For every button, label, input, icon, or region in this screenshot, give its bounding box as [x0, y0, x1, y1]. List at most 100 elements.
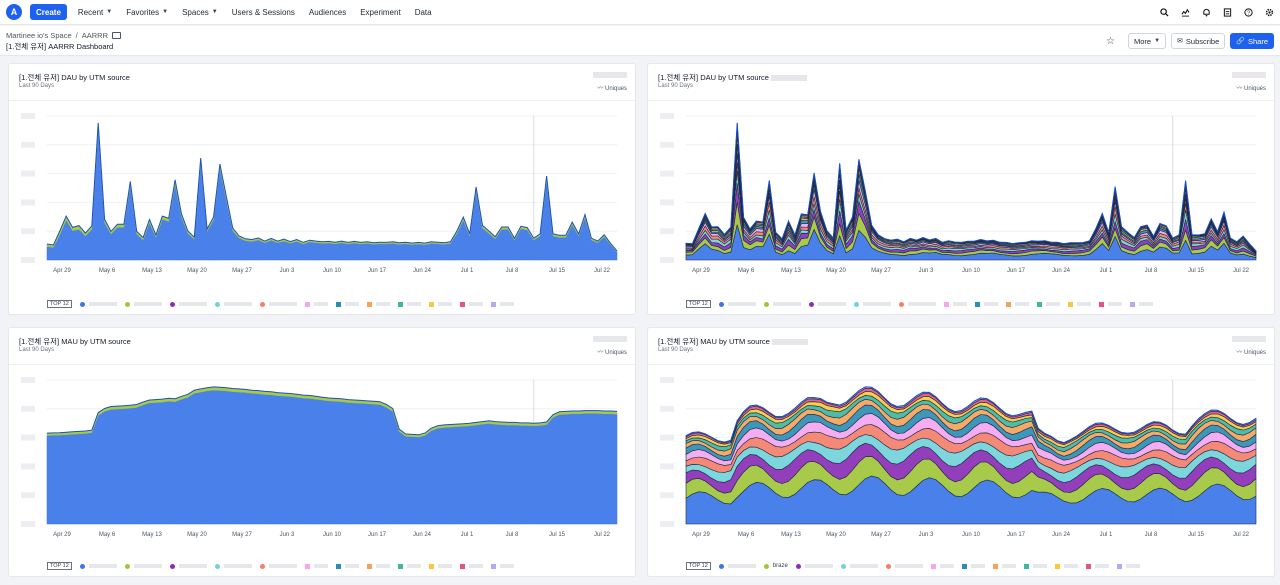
- top12-badge[interactable]: TOP 12: [686, 562, 711, 570]
- legend-item[interactable]: [366, 563, 390, 569]
- area-series-1[interactable]: [46, 128, 618, 261]
- legend-item[interactable]: [428, 301, 452, 307]
- chevron-down-icon: ▼: [1154, 38, 1161, 44]
- chart-title[interactable]: [1.전체 유저] MAU by UTM source: [658, 336, 808, 347]
- top12-badge[interactable]: TOP 12: [686, 300, 711, 308]
- legend-item[interactable]: [459, 563, 483, 569]
- amplitude-logo-icon[interactable]: A: [6, 4, 22, 20]
- legend-item[interactable]: [259, 301, 297, 307]
- share-button[interactable]: 🔗 Share: [1230, 33, 1274, 49]
- search-icon[interactable]: [1154, 0, 1175, 25]
- legend-item[interactable]: [943, 301, 967, 307]
- x-tick-label: Jun 24: [413, 268, 432, 274]
- legend-item[interactable]: [304, 301, 328, 307]
- legend-item[interactable]: braze: [763, 563, 788, 569]
- legend-item[interactable]: [459, 301, 483, 307]
- legend-item[interactable]: [259, 563, 297, 569]
- legend-item[interactable]: [840, 563, 878, 569]
- legend-item[interactable]: [1005, 301, 1029, 307]
- legend-item[interactable]: [974, 301, 998, 307]
- area-series-1[interactable]: [46, 389, 618, 525]
- legend-item[interactable]: [1116, 563, 1140, 569]
- legend-swatch: [1098, 301, 1104, 307]
- legend-item[interactable]: [169, 301, 207, 307]
- legend-swatch: [974, 301, 980, 307]
- legend-item[interactable]: [335, 301, 359, 307]
- more-button[interactable]: More ▼: [1127, 33, 1167, 49]
- legend-item[interactable]: [795, 563, 833, 569]
- star-icon[interactable]: ☆: [1106, 35, 1115, 47]
- nav-recent[interactable]: Recent ▼: [77, 7, 113, 17]
- legend-item[interactable]: [808, 301, 846, 307]
- help-icon[interactable]: ?: [1238, 0, 1259, 25]
- legend-item[interactable]: [214, 563, 252, 569]
- legend-item[interactable]: [79, 563, 117, 569]
- legend-item[interactable]: [1085, 563, 1109, 569]
- redacted-value: [1232, 72, 1266, 78]
- top12-badge[interactable]: TOP 12: [47, 300, 72, 308]
- chart-card-dau[interactable]: [1.전체 유저] DAU by UTM source Last 90 Days…: [8, 63, 636, 315]
- legend-item[interactable]: [1067, 301, 1091, 307]
- subscribe-button[interactable]: ✉ Subscribe: [1171, 33, 1226, 49]
- area-chart[interactable]: Apr 29 May 6 May 13 May 20 May 27 Jun 3 Jun 10…: [17, 108, 629, 278]
- stacked-area-chart[interactable]: Apr 29 May 6 May 13 May 20 May 27 Jun 3 Jun 10…: [656, 372, 1268, 542]
- legend-swatch: [259, 563, 265, 569]
- legend-item[interactable]: [366, 301, 390, 307]
- legend-item[interactable]: [898, 301, 936, 307]
- chart-card-dau-breakdown[interactable]: [1.전체 유저] DAU by UTM source Last 90 Days…: [647, 63, 1275, 315]
- bell-icon[interactable]: [1196, 0, 1217, 25]
- legend-item[interactable]: [214, 301, 252, 307]
- legend-item[interactable]: [79, 301, 117, 307]
- legend-swatch: [1054, 563, 1060, 569]
- legend-item[interactable]: [490, 301, 514, 307]
- activity-icon[interactable]: [1175, 0, 1196, 25]
- legend-item[interactable]: [930, 563, 954, 569]
- legend-item[interactable]: [1036, 301, 1060, 307]
- legend-item[interactable]: [490, 563, 514, 569]
- nav-experiment[interactable]: Experiment: [360, 7, 401, 17]
- chart-card-mau[interactable]: [1.전체 유저] MAU by UTM source Last 90 Days…: [8, 327, 636, 577]
- area-chart[interactable]: Apr 29 May 6 May 13 May 20 May 27 Jun 3 Jun 10…: [17, 372, 629, 542]
- legend-swatch: [169, 301, 175, 307]
- legend-swatch: [397, 301, 403, 307]
- checklist-icon[interactable]: [1217, 0, 1238, 25]
- legend-item[interactable]: [169, 563, 207, 569]
- legend-item[interactable]: [124, 563, 162, 569]
- legend-item[interactable]: [1098, 301, 1122, 307]
- legend-swatch: [259, 301, 265, 307]
- nav-data[interactable]: Data: [414, 7, 432, 17]
- breadcrumb-folder[interactable]: AARRR: [81, 31, 108, 40]
- legend-item[interactable]: [718, 563, 756, 569]
- legend-item[interactable]: [961, 563, 985, 569]
- legend-item[interactable]: [397, 563, 421, 569]
- legend-item[interactable]: [1129, 301, 1153, 307]
- legend-item[interactable]: [885, 563, 923, 569]
- stacked-area-chart[interactable]: Apr 29 May 6 May 13 May 20 May 27 Jun 3 Jun 10…: [656, 108, 1268, 278]
- nav-audiences[interactable]: Audiences: [308, 7, 347, 17]
- legend-item[interactable]: [304, 563, 328, 569]
- chart-card-mau-breakdown[interactable]: [1.전체 유저] MAU by UTM source Last 90 Days…: [647, 327, 1275, 577]
- legend-item[interactable]: [763, 301, 801, 307]
- chart-title[interactable]: [1.전체 유저] DAU by UTM source: [658, 72, 807, 83]
- legend-item[interactable]: [853, 301, 891, 307]
- chart-title[interactable]: [1.전체 유저] MAU by UTM source: [19, 337, 131, 346]
- breadcrumb-space[interactable]: Martinee io's Space: [6, 31, 72, 40]
- legend-item[interactable]: [718, 301, 756, 307]
- nav-spaces[interactable]: Spaces ▼: [182, 7, 218, 17]
- legend-item[interactable]: [1054, 563, 1078, 569]
- top12-badge[interactable]: TOP 12: [47, 562, 72, 570]
- legend-item[interactable]: [1023, 563, 1047, 569]
- legend-item[interactable]: [992, 563, 1016, 569]
- chart-title[interactable]: [1.전체 유저] DAU by UTM source: [19, 73, 130, 82]
- create-button[interactable]: Create: [30, 4, 67, 20]
- folder-icon[interactable]: [112, 32, 121, 39]
- legend-item[interactable]: [428, 563, 452, 569]
- legend-item[interactable]: [335, 563, 359, 569]
- nav-favorites[interactable]: Favorites ▼: [126, 7, 169, 17]
- nav-users-sessions[interactable]: Users & Sessions: [231, 7, 295, 17]
- trend-icon: 〰: [1236, 350, 1244, 356]
- total-outline: [46, 386, 618, 436]
- legend-item[interactable]: [124, 301, 162, 307]
- legend-item[interactable]: [397, 301, 421, 307]
- gear-icon[interactable]: [1259, 0, 1280, 25]
